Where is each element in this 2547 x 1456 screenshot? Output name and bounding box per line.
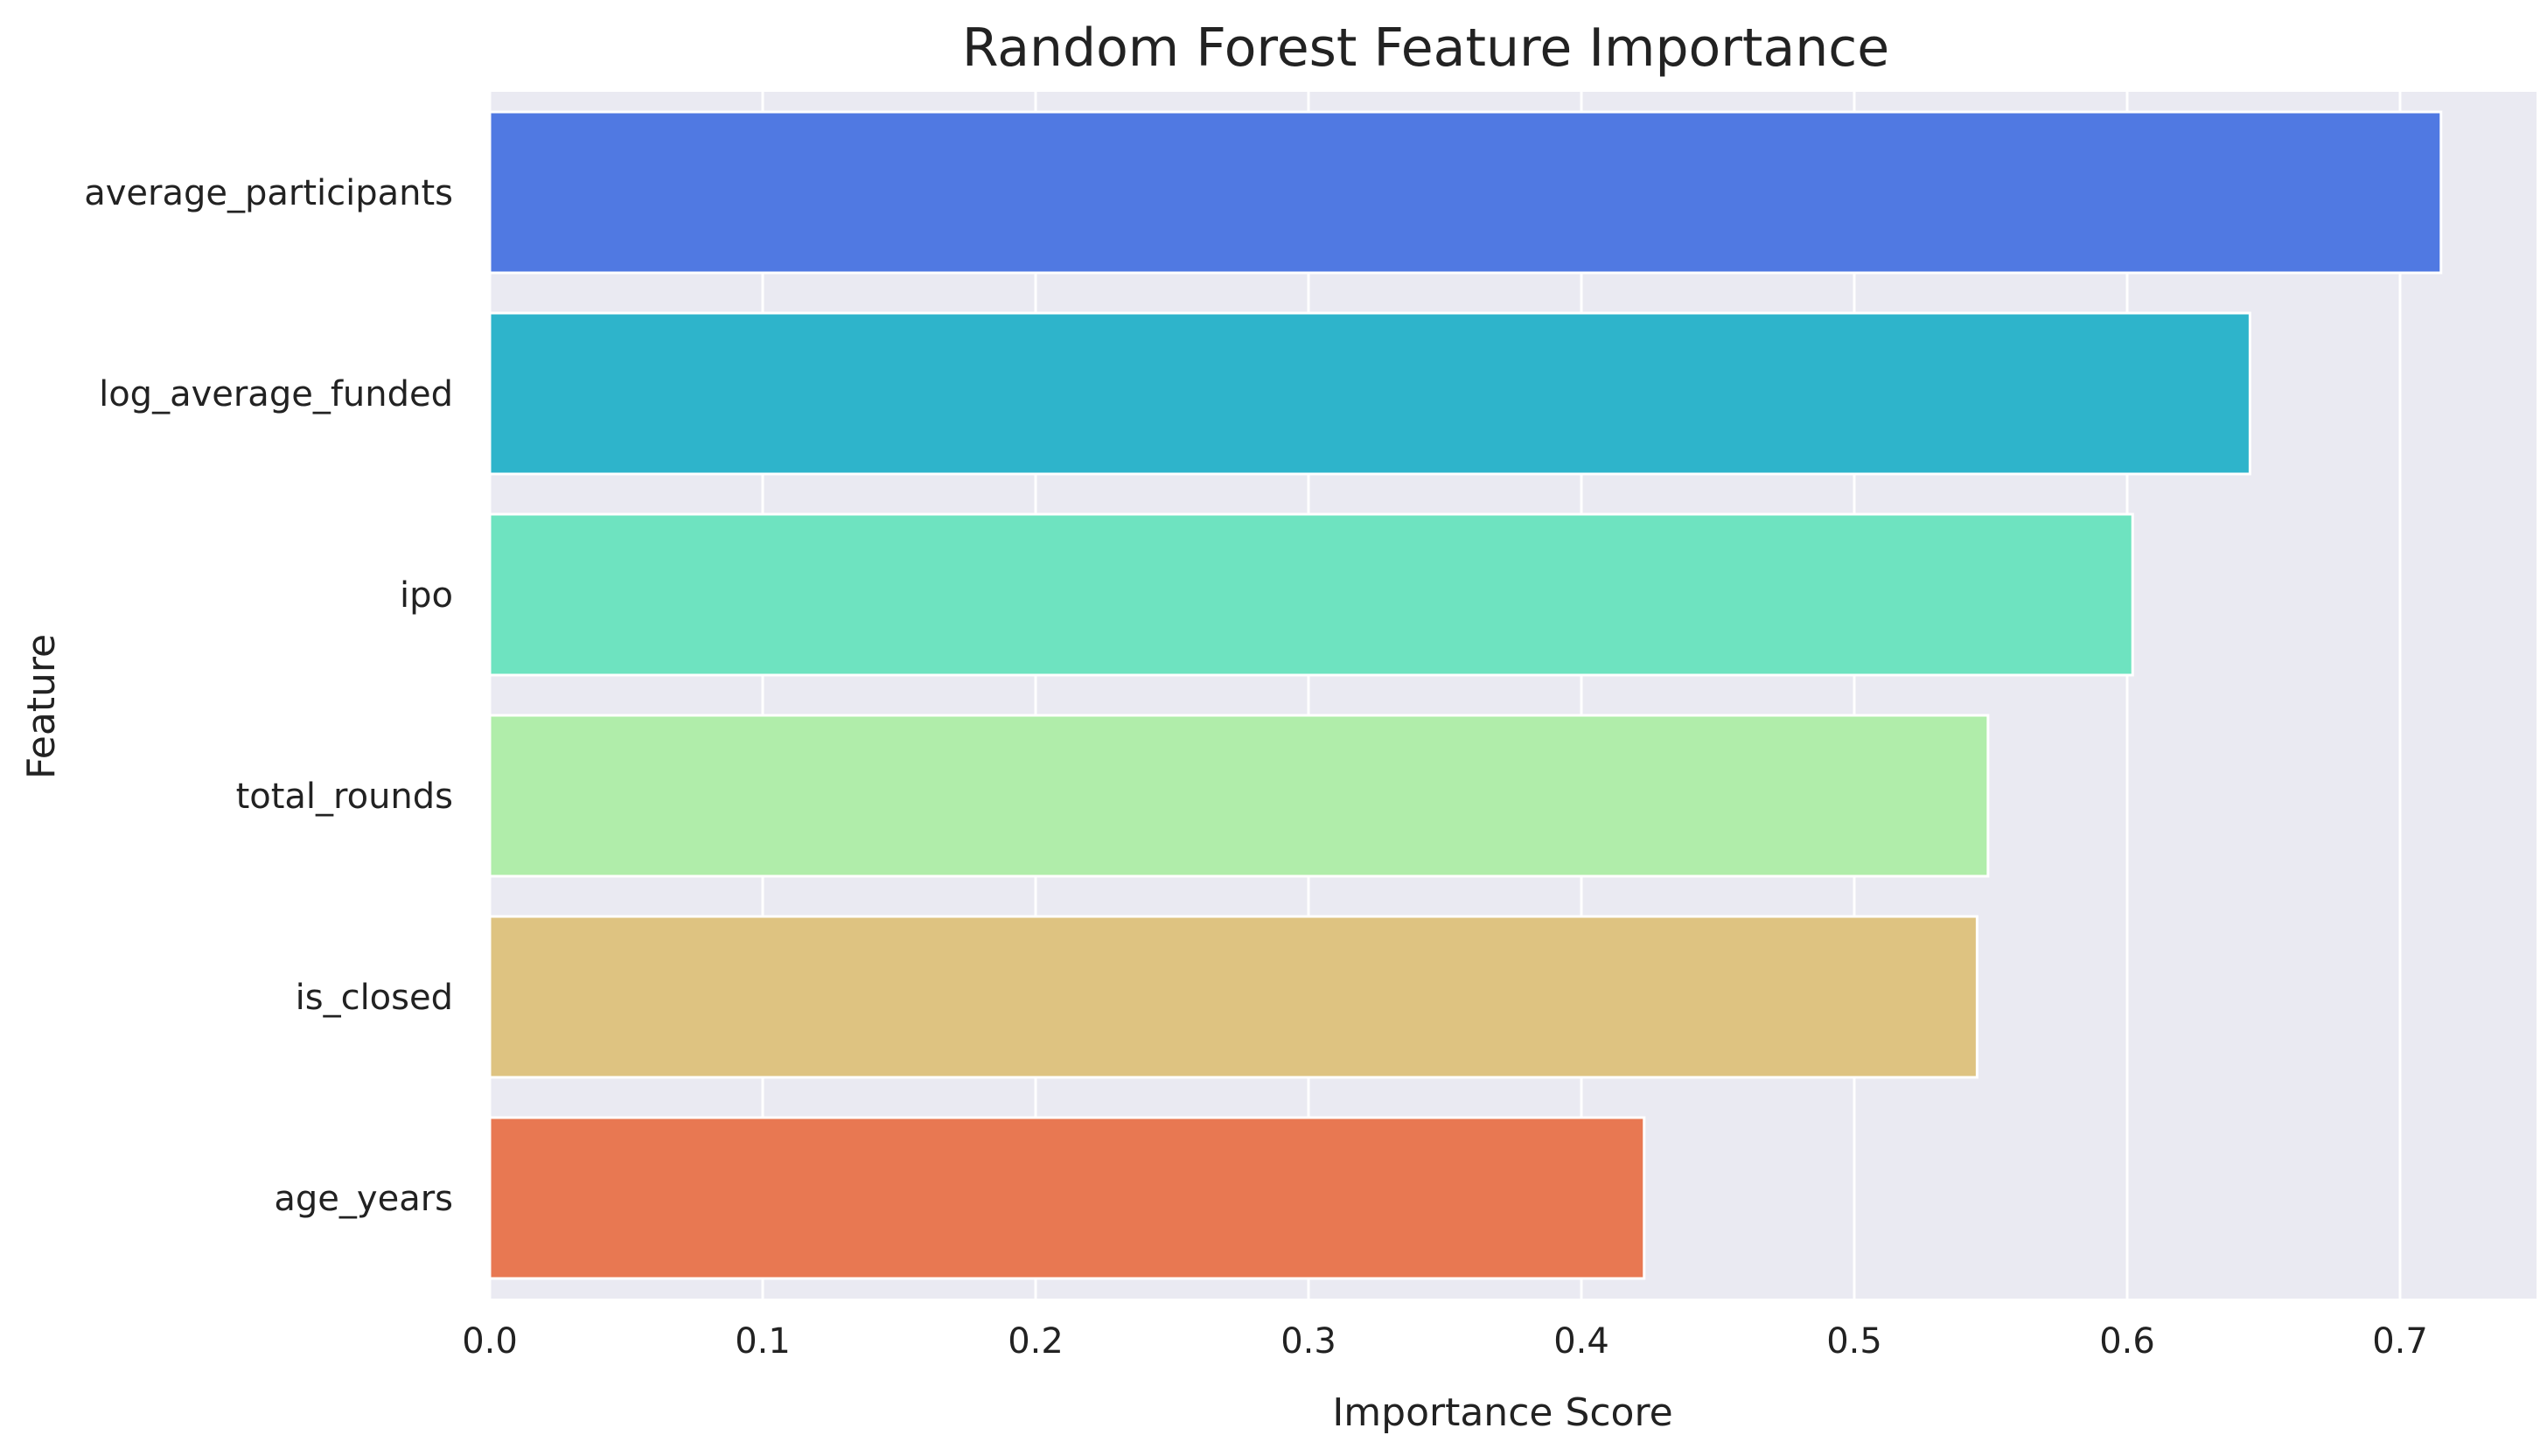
bar-age_years xyxy=(488,1116,1646,1280)
x-axis-ticks: 0.0 0.1 0.2 0.3 0.4 0.5 0.6 0.7 xyxy=(462,1321,2428,1362)
x-tick-label: 0.3 xyxy=(1280,1321,1336,1362)
bar-log_average_funded xyxy=(488,311,2251,476)
x-tick-label: 0.4 xyxy=(1553,1321,1609,1362)
chart-title: Random Forest Feature Importance xyxy=(962,17,1889,79)
x-axis-label: Importance Score xyxy=(1332,1390,1672,1435)
bar-ipo xyxy=(488,512,2134,677)
bar-average_participants xyxy=(488,110,2443,275)
bar-total_rounds xyxy=(488,714,1990,878)
plot-background xyxy=(490,92,2537,1299)
x-tick-label: 0.6 xyxy=(2099,1321,2155,1362)
y-tick-label: ipo xyxy=(400,575,453,616)
plot-area xyxy=(488,92,2537,1299)
y-axis-label: Feature xyxy=(19,634,64,779)
y-axis-ticks: average_participants log_average_fundedip… xyxy=(84,173,453,1219)
x-tick-label: 0.5 xyxy=(1826,1321,1882,1362)
y-tick-label: age_years xyxy=(274,1179,453,1219)
y-tick-label: average_participants xyxy=(84,173,453,213)
y-tick-label: total_rounds xyxy=(236,777,453,817)
x-tick-label: 0.1 xyxy=(735,1321,791,1362)
bar-is_closed xyxy=(488,915,1978,1079)
x-tick-label: 0.0 xyxy=(462,1321,518,1362)
y-tick-label: log_average_funded xyxy=(99,374,453,415)
x-tick-label: 0.2 xyxy=(1008,1321,1064,1362)
x-tick-label: 0.7 xyxy=(2372,1321,2428,1362)
y-tick-label: is_closed xyxy=(296,978,453,1018)
